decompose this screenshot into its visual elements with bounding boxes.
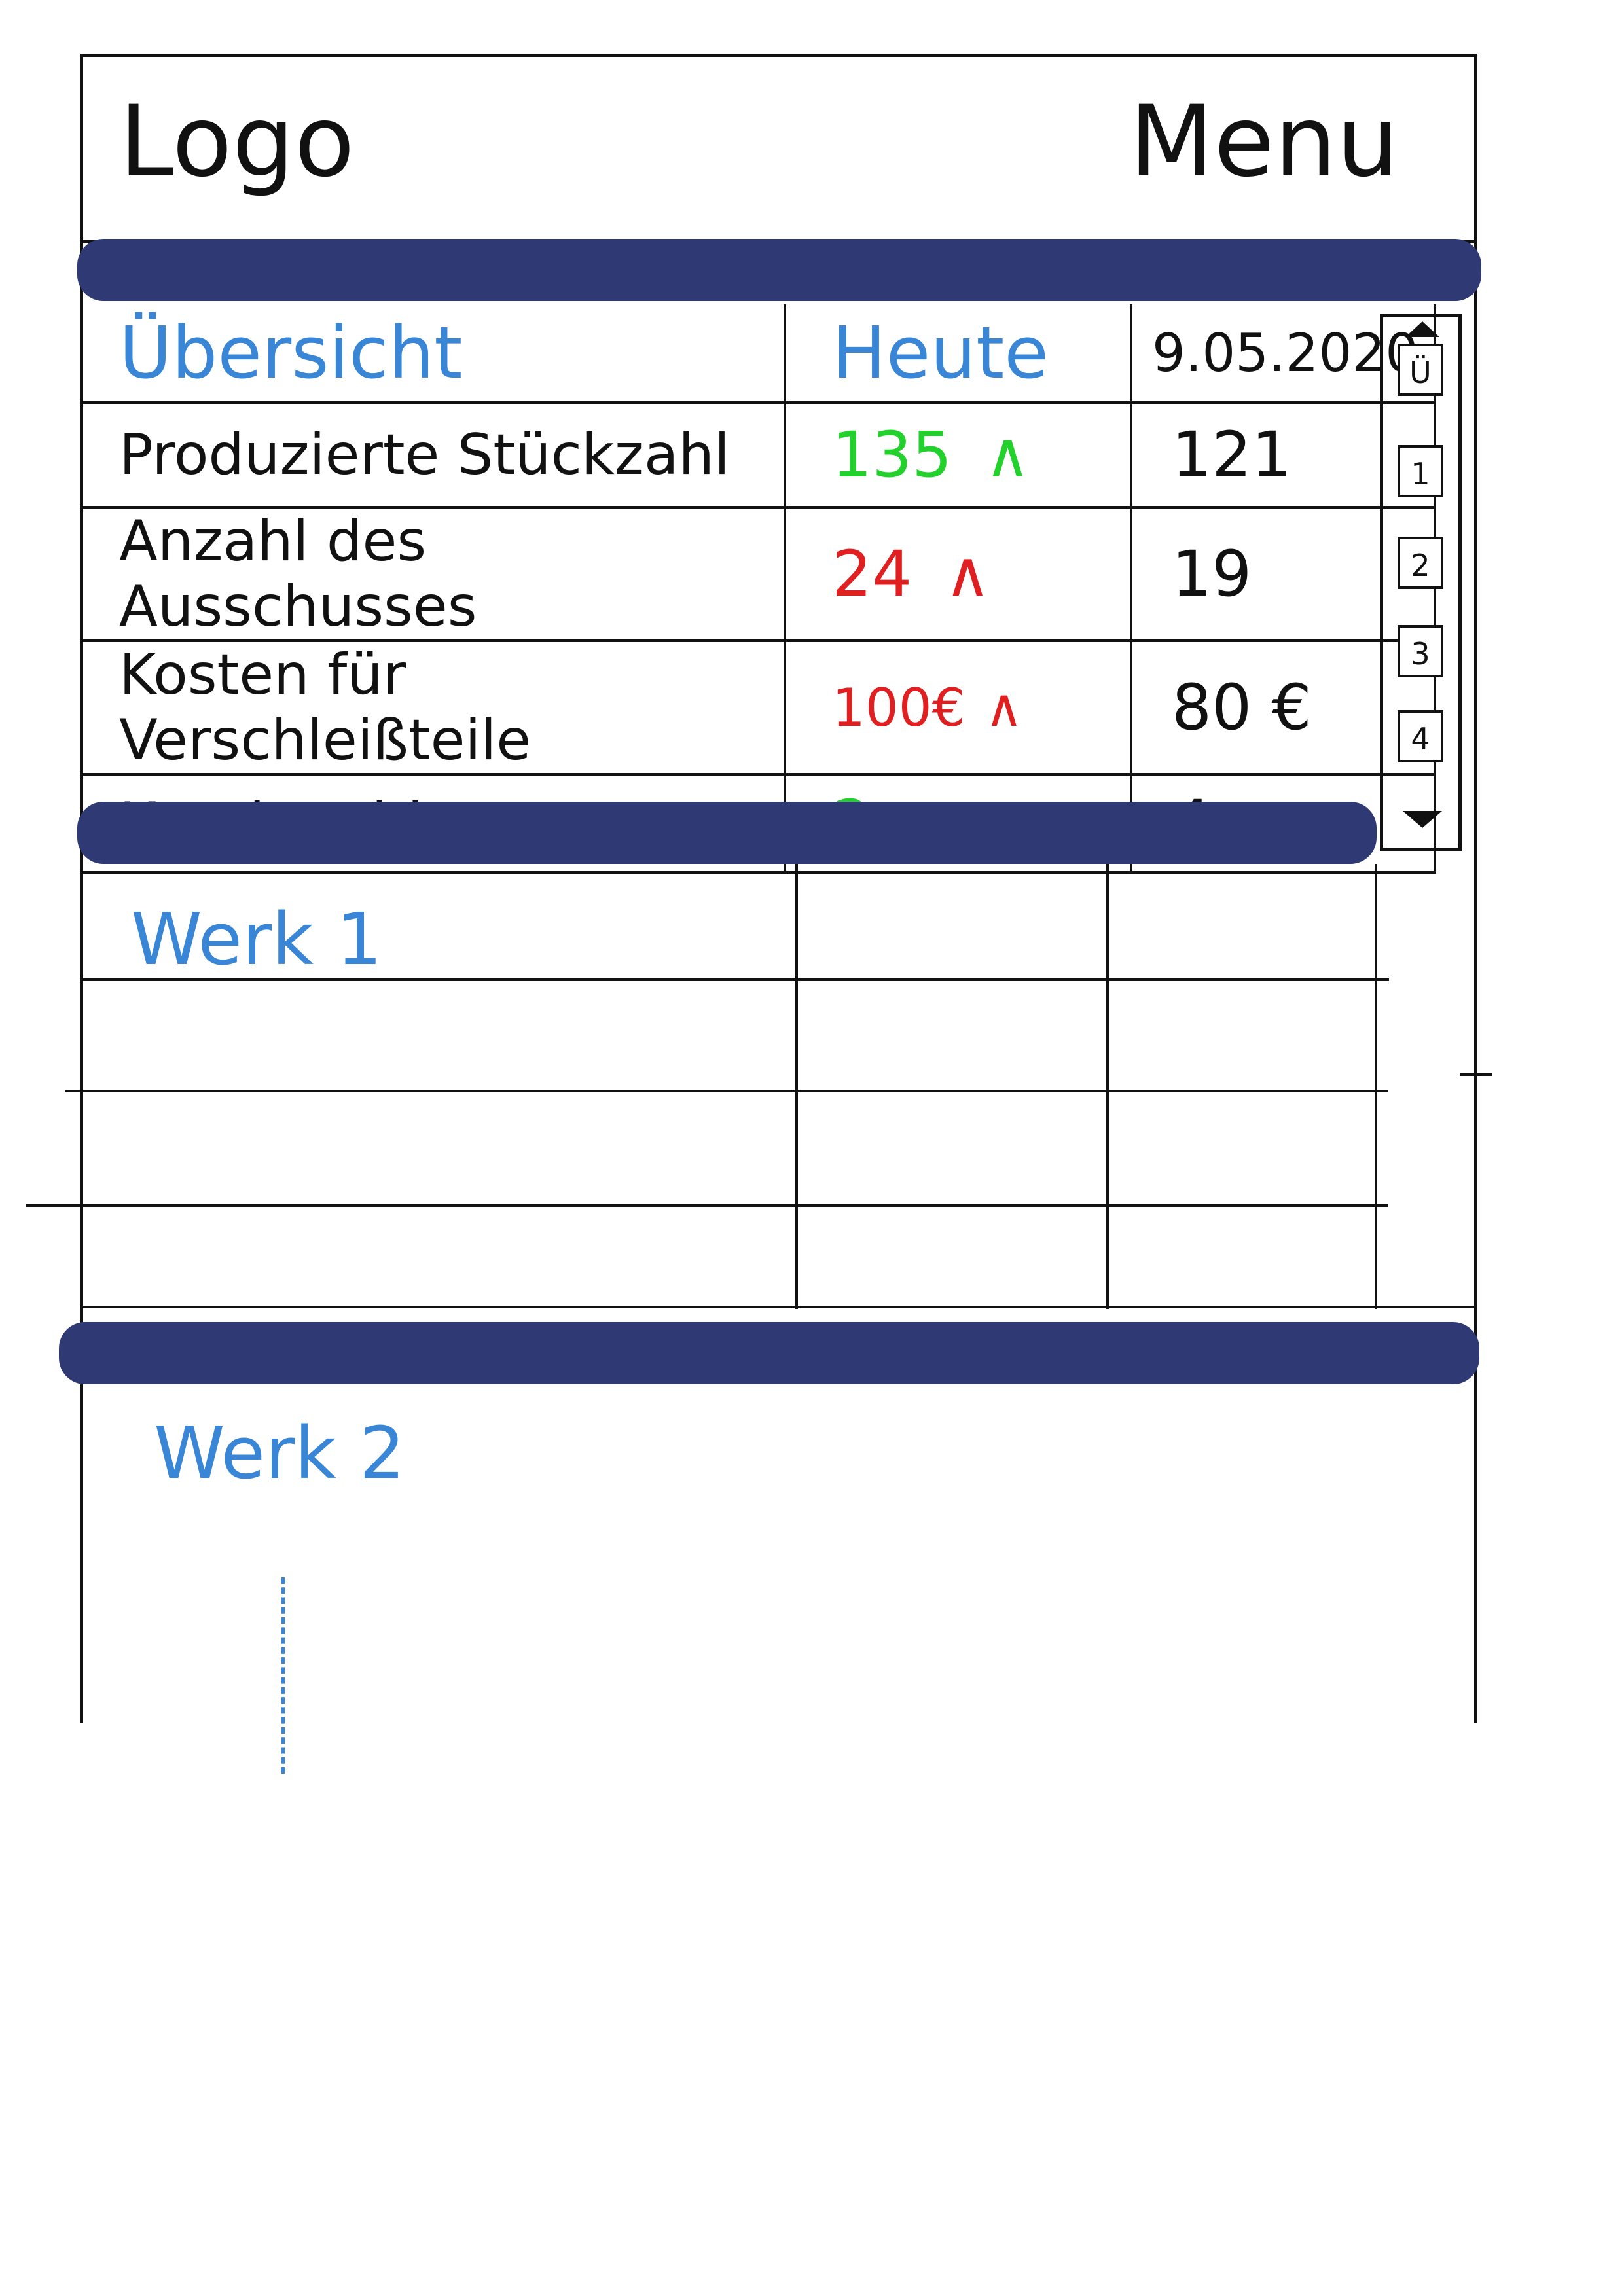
trend-up-icon: ∧ xyxy=(945,537,991,611)
row-prev-value: 80 € xyxy=(1131,641,1436,776)
row-label: Anzahl des Ausschusses xyxy=(80,507,786,642)
app-header: Logo Menu xyxy=(80,54,1477,243)
page-button-1[interactable]: 1 xyxy=(1398,445,1443,497)
grid-line xyxy=(1460,1073,1492,1076)
page-button-3[interactable]: 3 xyxy=(1398,625,1443,677)
page-scroller[interactable]: Ü 1 2 3 4 xyxy=(1380,314,1462,851)
grid-line xyxy=(1375,864,1377,1309)
today-value: 135 xyxy=(832,418,952,492)
werk-1-title: Werk 1 xyxy=(131,897,382,981)
werk-2-title: Werk 2 xyxy=(154,1411,405,1495)
row-today-value: 24 ∧ xyxy=(785,507,1132,642)
grid-line xyxy=(65,1090,1388,1092)
page-button-current[interactable]: Ü xyxy=(1398,344,1443,396)
table-row: Produzierte Stückzahl 135 ∧ 121 xyxy=(80,403,1436,509)
overview-title: Übersicht xyxy=(80,304,786,404)
row-today-value: 135 ∧ xyxy=(785,403,1132,509)
scroll-up-icon[interactable] xyxy=(1405,321,1439,337)
grid-line xyxy=(26,1204,1388,1207)
scroll-down-icon[interactable] xyxy=(1403,811,1442,828)
section-divider-bar xyxy=(59,1322,1479,1384)
row-prev-value: 121 xyxy=(1131,403,1436,509)
continuation-dots xyxy=(281,1577,289,1774)
page-frame xyxy=(80,54,1477,1723)
col-header-date: 9.05.2020 xyxy=(1131,304,1436,404)
menu-button[interactable]: Menu xyxy=(1129,85,1399,199)
row-prev-value: 19 xyxy=(1131,507,1436,642)
row-today-value: 100€ ∧ xyxy=(785,641,1132,776)
today-value: 24 xyxy=(832,537,912,611)
page-button-2[interactable]: 2 xyxy=(1398,537,1443,589)
trend-up-icon: ∧ xyxy=(984,418,1031,492)
overview-header-row: Übersicht Heute 9.05.2020 xyxy=(80,304,1436,404)
grid-line xyxy=(80,978,1389,981)
row-label: Kosten für Verschleißteile xyxy=(80,641,786,776)
grid-line xyxy=(1106,864,1109,1309)
grid-line xyxy=(795,864,798,1309)
page-button-4[interactable]: 4 xyxy=(1398,710,1443,762)
logo: Logo xyxy=(119,85,355,199)
row-label: Produzierte Stückzahl xyxy=(80,403,786,509)
table-row: Kosten für Verschleißteile 100€ ∧ 80 € xyxy=(80,641,1436,776)
trend-up-icon: ∧ xyxy=(984,677,1024,738)
section-divider-bar xyxy=(77,239,1481,301)
today-value: 100€ xyxy=(832,677,965,738)
col-header-today: Heute xyxy=(785,304,1132,404)
overview-table: Übersicht Heute 9.05.2020 Produzierte St… xyxy=(80,304,1436,874)
grid-line xyxy=(80,1306,1477,1308)
table-row: Anzahl des Ausschusses 24 ∧ 19 xyxy=(80,507,1436,642)
section-divider-bar xyxy=(77,802,1377,864)
